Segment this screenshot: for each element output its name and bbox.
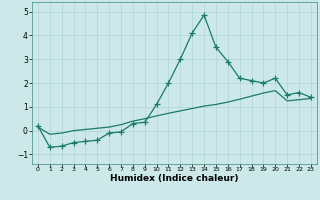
X-axis label: Humidex (Indice chaleur): Humidex (Indice chaleur) [110, 174, 239, 183]
